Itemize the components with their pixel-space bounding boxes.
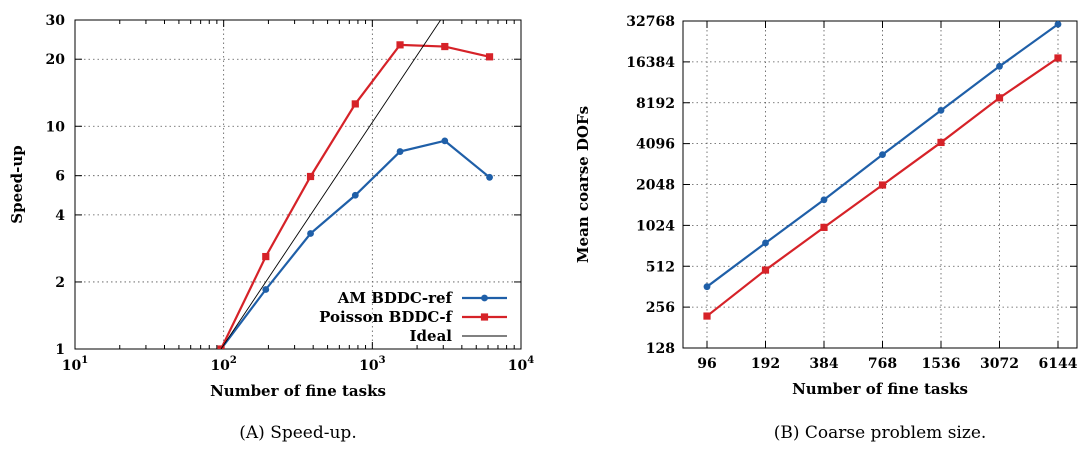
data-point [878,181,887,189]
data-point [262,252,270,261]
data-point [396,41,404,49]
data-point [762,239,769,247]
data-point [879,151,886,159]
data-point [937,138,945,147]
x-tick-label: 103 [359,355,385,374]
data-point [486,173,493,181]
data-point [441,42,449,51]
data-point [351,100,359,108]
chart-coarse-size: 96 192 384 768 1536 3072 6144 128 256 512 1024 2048… [574,14,1078,443]
y-tick-label: 20 [46,52,66,68]
y-tick-label: 16384 [626,55,675,71]
data-point [703,283,711,291]
x-axis-label: Number of fine tasks [792,380,968,398]
caption: (A) Speed-up. [239,423,356,443]
data-point [307,230,314,237]
data-point [217,345,225,349]
y-tick-label: 4 [55,208,65,224]
legend-marker [480,313,489,321]
data-point [485,53,494,61]
x-tick-label: 192 [751,356,780,372]
data-point [703,312,711,320]
x-tick-label: 104 [508,355,534,374]
data-point [820,196,828,204]
y-tick-label: 6 [55,169,65,185]
y-tick-label: 4096 [636,137,675,153]
y-tick-label: 2 [55,275,65,291]
y-tick-label: 1 [55,342,65,358]
legend-marker [481,294,488,302]
legend-entry-label: AM BDDC-ref [337,289,454,307]
x-tick-label: 6144 [1039,356,1078,372]
x-tick-label: 101 [62,355,88,374]
data-point [306,172,315,181]
y-tick-label: 2048 [636,178,675,194]
x-tick-label: 96 [697,356,716,372]
legend-entry-label: Ideal [410,327,453,345]
x-tick-label: 102 [210,355,236,374]
y-axis-label: Speed-up [8,145,26,224]
data-point [441,137,449,145]
plot-frame [74,19,522,350]
y-tick-label: 32768 [626,14,675,30]
x-tick-label: 3072 [980,356,1019,372]
y-tick-label: 8192 [636,96,675,112]
y-tick-label: 10 [46,119,66,135]
data-point [937,106,945,114]
data-point [996,62,1003,70]
data-point [820,223,828,231]
x-tick-label: 1536 [922,356,961,372]
data-point [1054,20,1062,28]
data-point [761,266,770,274]
y-tick-label: 512 [646,259,675,275]
y-tick-label: 30 [46,13,66,29]
y-axis-label: Mean coarse DOFs [574,106,592,263]
chart-speed-up: 101 102 103 104 1 2 4 6 10 20 30 Number of fine tas… [8,13,534,443]
legend-entry-label: Poisson BDDC-f [319,308,453,326]
x-tick-label: 768 [868,356,897,372]
caption: (B) Coarse problem size. [774,423,987,443]
data-point [262,286,270,293]
y-tick-label: 1024 [636,218,675,234]
data-point [396,148,404,155]
data-point [1054,54,1062,62]
y-tick-label: 256 [646,300,675,316]
x-axis-label: Number of fine tasks [210,382,386,400]
series-line [220,20,442,349]
series-group [217,20,494,349]
y-tick-label: 128 [646,341,675,357]
data-point [351,191,359,199]
x-tick-label: 384 [809,356,838,372]
data-point [995,94,1004,102]
